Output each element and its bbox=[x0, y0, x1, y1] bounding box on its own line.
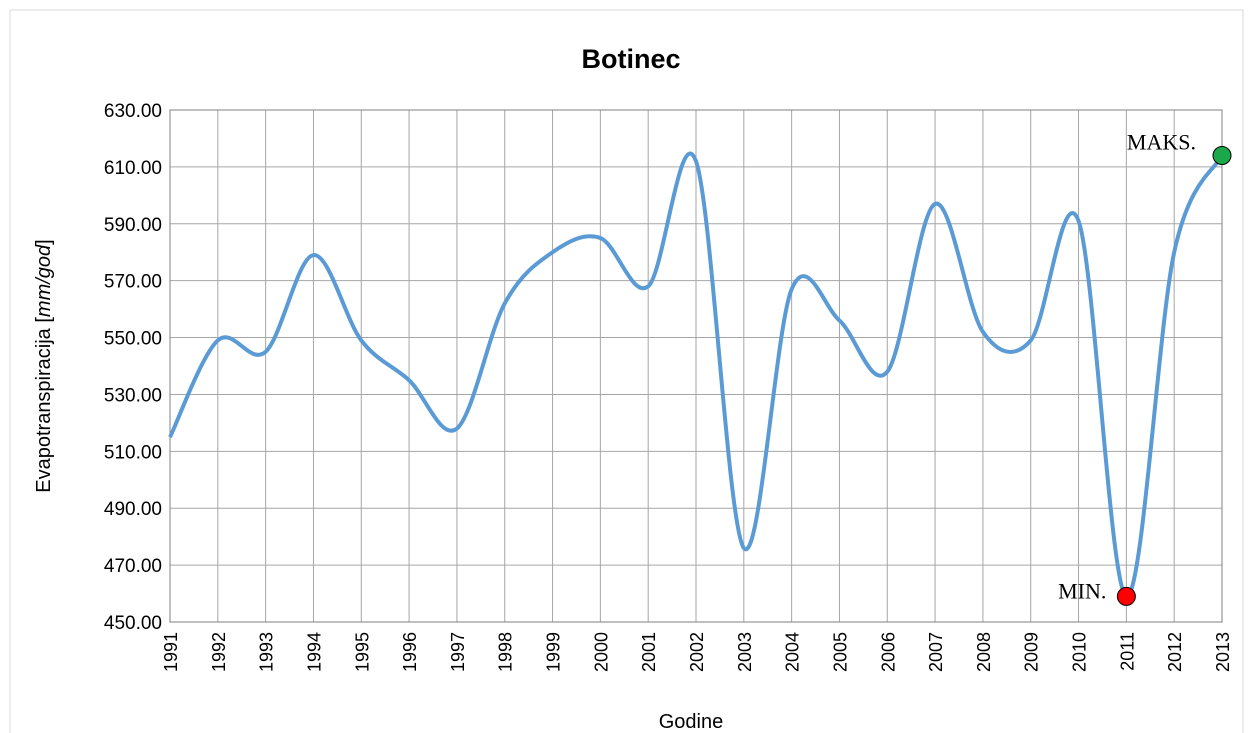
x-tick-label: 2006 bbox=[878, 632, 898, 672]
x-tick-label: 2009 bbox=[1022, 632, 1042, 672]
min-marker bbox=[1116, 586, 1136, 606]
x-tick-label: 1995 bbox=[352, 632, 372, 672]
x-tick-label: 1996 bbox=[400, 632, 420, 672]
x-tick-label: 2001 bbox=[639, 632, 659, 672]
x-tick-label: 2013 bbox=[1213, 632, 1233, 672]
x-tick-label: 2000 bbox=[591, 632, 611, 672]
x-tick-label: 1993 bbox=[257, 632, 277, 672]
x-tick-label: 1994 bbox=[304, 632, 324, 672]
y-axis-label: Evapotranspiracija [mm/god] bbox=[33, 239, 55, 492]
x-tick-label: 2012 bbox=[1165, 632, 1185, 672]
x-axis-label: Godine bbox=[659, 711, 724, 733]
max-marker bbox=[1212, 146, 1232, 166]
plot-border bbox=[169, 109, 1223, 623]
y-tick-label: 450.00 bbox=[104, 613, 162, 634]
x-tick-label: 1992 bbox=[209, 632, 229, 672]
x-tick-label: 2008 bbox=[974, 632, 994, 672]
y-axis-label-part: Evapotranspiracija [ bbox=[33, 317, 55, 493]
x-tick-label: 2007 bbox=[926, 632, 946, 672]
x-tick-label: 1998 bbox=[496, 632, 516, 672]
x-tick-label: 2003 bbox=[735, 632, 755, 672]
x-tick-label: 2002 bbox=[687, 632, 707, 672]
y-tick-label: 570.00 bbox=[104, 272, 162, 293]
max-annotation: MAKS. bbox=[1127, 130, 1196, 155]
x-tick-label: 2005 bbox=[830, 632, 850, 672]
chart-border bbox=[9, 9, 1244, 733]
min-annotation: MIN. bbox=[1058, 578, 1106, 603]
y-axis-label-part: ] bbox=[33, 239, 55, 245]
x-tick-label: 1997 bbox=[448, 632, 468, 672]
x-tick-label: 2004 bbox=[783, 632, 803, 672]
y-tick-label: 630.00 bbox=[104, 101, 162, 122]
x-tick-label: 2011 bbox=[1117, 632, 1137, 671]
y-axis-label-part: mm/god bbox=[33, 244, 55, 317]
x-tick-label: 2010 bbox=[1070, 632, 1090, 672]
y-tick-label: 490.00 bbox=[104, 499, 162, 520]
x-tick-label: 1999 bbox=[544, 632, 564, 672]
x-tick-label: 1991 bbox=[161, 632, 181, 672]
y-tick-label: 610.00 bbox=[104, 158, 162, 179]
y-tick-label: 530.00 bbox=[104, 385, 162, 406]
y-tick-label: 470.00 bbox=[104, 556, 162, 577]
y-tick-label: 590.00 bbox=[104, 215, 162, 236]
chart-title: Botinec bbox=[581, 44, 680, 74]
y-tick-label: 550.00 bbox=[104, 329, 162, 350]
y-tick-label: 510.00 bbox=[104, 442, 162, 463]
data-line bbox=[168, 151, 1224, 599]
